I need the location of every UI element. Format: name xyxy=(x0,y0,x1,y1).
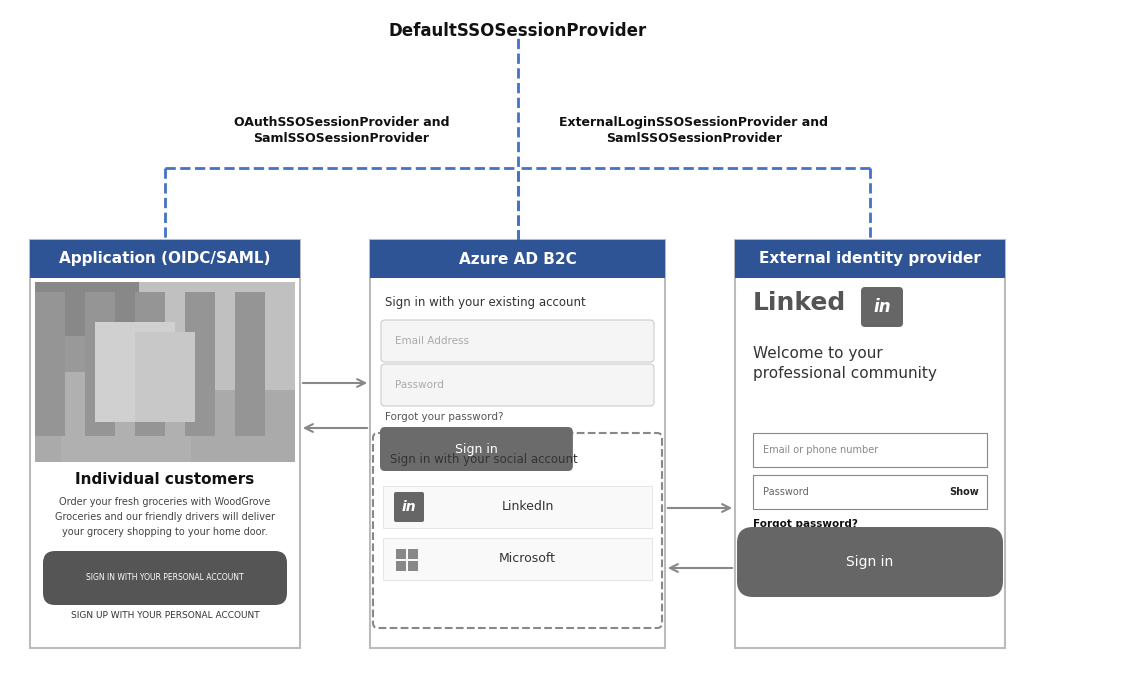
Text: Email or phone number: Email or phone number xyxy=(763,445,879,455)
FancyBboxPatch shape xyxy=(381,364,654,406)
Text: Forgot password?: Forgot password? xyxy=(753,519,858,529)
FancyBboxPatch shape xyxy=(753,475,987,509)
Text: Individual customers: Individual customers xyxy=(76,473,255,488)
Text: in: in xyxy=(873,298,891,316)
FancyBboxPatch shape xyxy=(380,427,573,471)
Text: Sign in with your social account: Sign in with your social account xyxy=(390,453,578,466)
FancyBboxPatch shape xyxy=(135,332,194,422)
Text: OAuthSSOSessionProvider and: OAuthSSOSessionProvider and xyxy=(233,116,448,129)
Text: Welcome to your
professional community: Welcome to your professional community xyxy=(753,346,937,381)
FancyBboxPatch shape xyxy=(35,336,191,408)
FancyBboxPatch shape xyxy=(30,240,300,648)
FancyBboxPatch shape xyxy=(734,240,1004,648)
FancyBboxPatch shape xyxy=(408,561,418,571)
FancyBboxPatch shape xyxy=(396,549,406,559)
Text: Password: Password xyxy=(395,380,444,390)
Text: Password: Password xyxy=(763,487,809,497)
Text: DefaultSSOSessionProvider: DefaultSSOSessionProvider xyxy=(388,22,646,40)
FancyBboxPatch shape xyxy=(373,433,662,628)
FancyBboxPatch shape xyxy=(737,527,1003,597)
Text: Sign in with your existing account: Sign in with your existing account xyxy=(386,296,586,309)
Text: Forgot your password?: Forgot your password? xyxy=(386,412,503,422)
FancyBboxPatch shape xyxy=(734,240,1004,278)
FancyBboxPatch shape xyxy=(35,292,65,436)
FancyBboxPatch shape xyxy=(383,538,652,580)
FancyBboxPatch shape xyxy=(30,240,300,278)
FancyBboxPatch shape xyxy=(135,292,165,436)
Text: Show: Show xyxy=(950,487,979,497)
FancyBboxPatch shape xyxy=(394,492,424,522)
FancyBboxPatch shape xyxy=(140,282,295,390)
FancyBboxPatch shape xyxy=(185,292,215,436)
Text: ExternalLoginSSOSessionProvider and: ExternalLoginSSOSessionProvider and xyxy=(559,116,828,129)
FancyBboxPatch shape xyxy=(95,322,175,422)
Text: Microsoft: Microsoft xyxy=(499,553,556,566)
Text: Sign in: Sign in xyxy=(847,555,893,569)
FancyBboxPatch shape xyxy=(370,240,665,648)
Text: Linked: Linked xyxy=(753,291,847,315)
Text: in: in xyxy=(402,500,416,514)
FancyBboxPatch shape xyxy=(383,486,652,528)
FancyBboxPatch shape xyxy=(35,282,295,462)
FancyBboxPatch shape xyxy=(408,549,418,559)
Text: SIGN IN WITH YOUR PERSONAL ACCOUNT: SIGN IN WITH YOUR PERSONAL ACCOUNT xyxy=(86,573,244,583)
Text: Application (OIDC/SAML): Application (OIDC/SAML) xyxy=(59,252,271,267)
Text: External identity provider: External identity provider xyxy=(760,252,980,267)
FancyBboxPatch shape xyxy=(396,561,406,571)
Text: SamlSSOSessionProvider: SamlSSOSessionProvider xyxy=(606,132,781,145)
Text: Azure AD B2C: Azure AD B2C xyxy=(459,252,577,267)
Text: Email Address: Email Address xyxy=(395,336,469,346)
FancyBboxPatch shape xyxy=(381,320,654,362)
FancyBboxPatch shape xyxy=(85,292,116,436)
FancyBboxPatch shape xyxy=(43,551,287,605)
FancyBboxPatch shape xyxy=(35,282,295,372)
FancyBboxPatch shape xyxy=(753,433,987,467)
Text: Sign in: Sign in xyxy=(455,443,498,456)
Text: LinkedIn: LinkedIn xyxy=(501,501,554,514)
Text: Order your fresh groceries with WoodGrove
Groceries and our friendly drivers wil: Order your fresh groceries with WoodGrov… xyxy=(55,497,275,537)
FancyBboxPatch shape xyxy=(370,240,665,278)
FancyBboxPatch shape xyxy=(235,292,265,436)
Text: SIGN UP WITH YOUR PERSONAL ACCOUNT: SIGN UP WITH YOUR PERSONAL ACCOUNT xyxy=(71,611,260,620)
FancyBboxPatch shape xyxy=(61,372,191,462)
Text: SamlSSOSessionProvider: SamlSSOSessionProvider xyxy=(253,132,429,145)
FancyBboxPatch shape xyxy=(861,287,903,327)
